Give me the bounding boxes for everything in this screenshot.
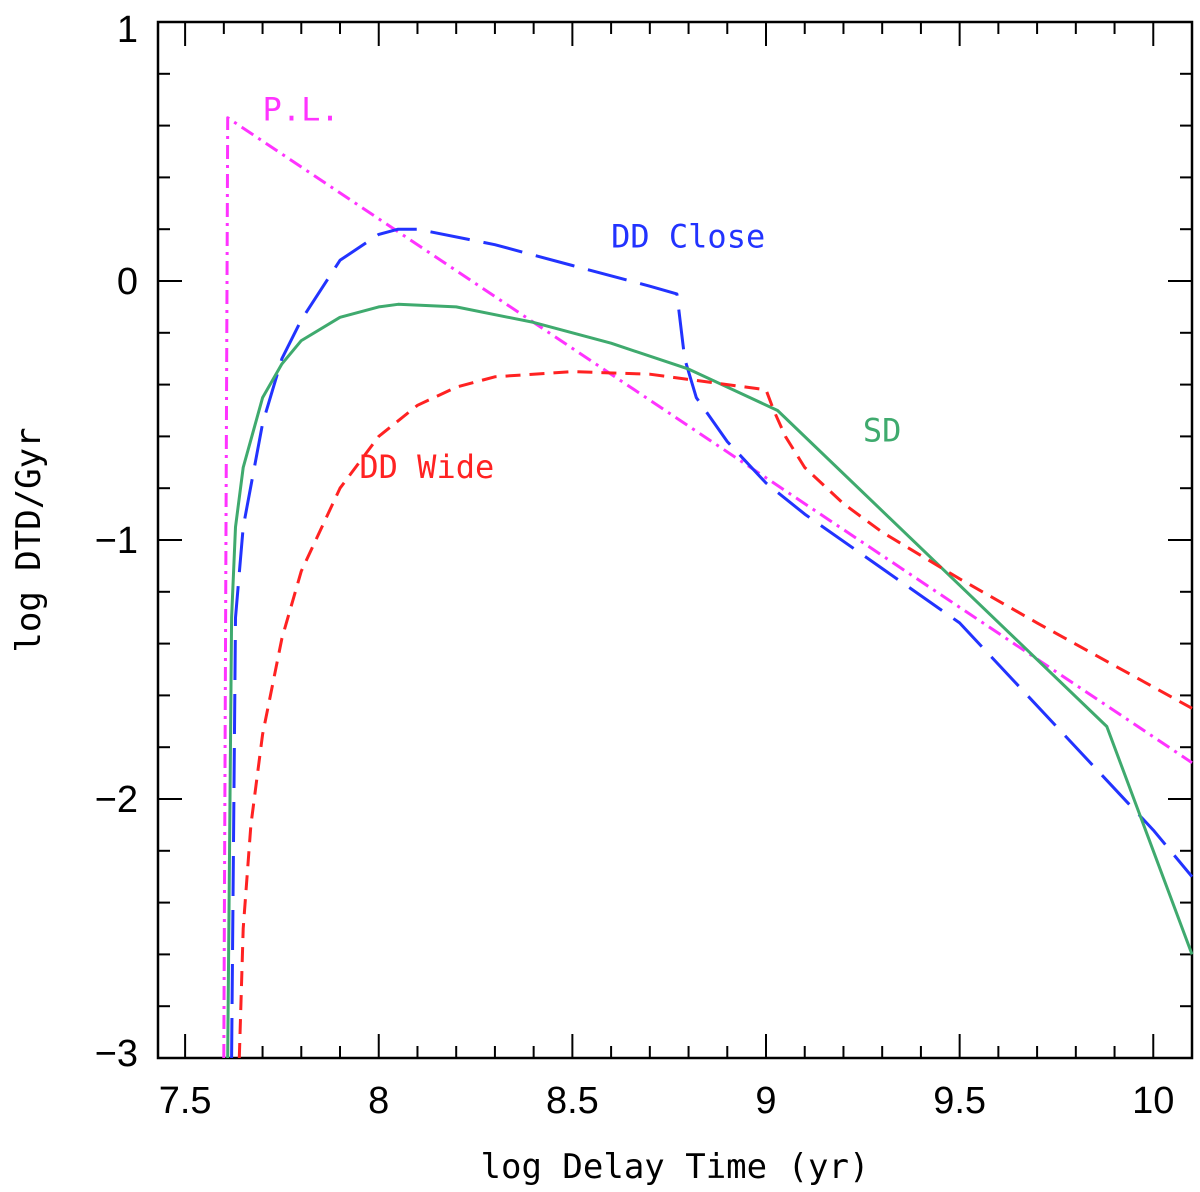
x-tick-label: 7.5 [159, 1080, 212, 1122]
data-series [222, 116, 1194, 1059]
y-tick-label: 1 [117, 9, 138, 51]
series-label-sd: SD [863, 412, 902, 450]
y-axis-title: log DTD/Gyr [9, 427, 49, 652]
x-tick-label: 9 [755, 1080, 776, 1122]
y-tick-label: −3 [95, 1033, 138, 1075]
series-label-dd-close: DD Close [611, 217, 765, 255]
x-axis-title: log Delay Time (yr) [481, 1147, 870, 1187]
series-labels: P.L. DD Close SD DD Wide [263, 90, 902, 485]
series-line-sd [226, 302, 1194, 1059]
x-tick-label: 9.5 [933, 1080, 986, 1122]
axis-tick-labels: 7.5 8 8.5 9 9.5 10 −3 −2 −1 0 1 [95, 9, 1175, 1122]
series-line-p-l [222, 116, 1193, 1059]
series-line-dd-close [230, 227, 1194, 1059]
series-label-dd-wide: DD Wide [359, 448, 494, 486]
plot-frame [156, 20, 1194, 1060]
x-tick-label: 10 [1132, 1080, 1174, 1122]
x-tick-label: 8.5 [546, 1080, 599, 1122]
y-tick-label: −1 [95, 520, 138, 562]
axis-ticks [158, 21, 1193, 1059]
y-tick-label: 0 [117, 261, 138, 303]
series-line-dd-wide [237, 370, 1193, 1059]
y-tick-label: −2 [95, 779, 138, 821]
x-tick-label: 8 [368, 1080, 389, 1122]
series-label-p-l: P.L. [263, 90, 340, 128]
